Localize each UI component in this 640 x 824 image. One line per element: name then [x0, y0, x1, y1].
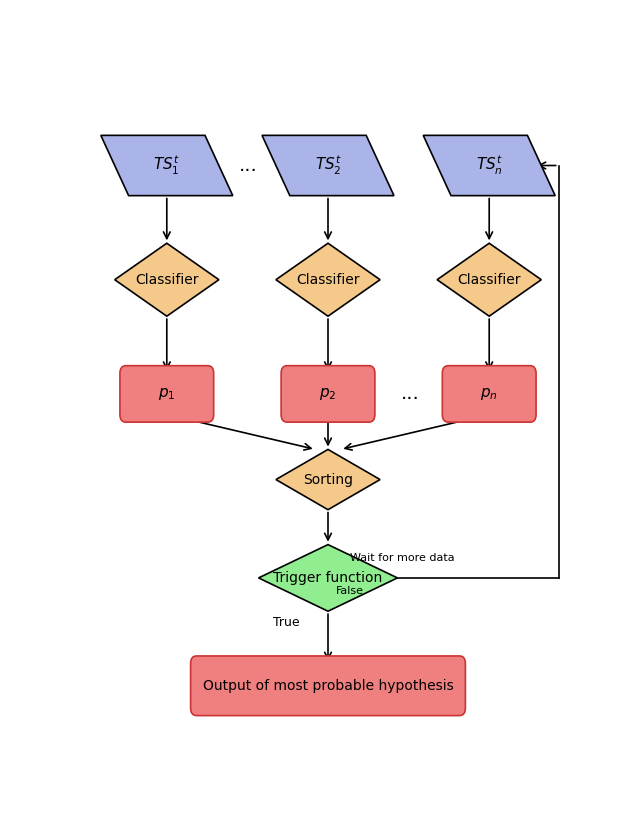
Text: Sorting: Sorting [303, 473, 353, 486]
Polygon shape [101, 135, 233, 195]
Text: Classifier: Classifier [458, 273, 521, 287]
Text: Trigger function: Trigger function [273, 571, 383, 585]
Text: $p_n$: $p_n$ [481, 386, 498, 402]
Polygon shape [423, 135, 555, 195]
Text: Wait for more data: Wait for more data [350, 554, 455, 564]
Polygon shape [276, 243, 380, 316]
Text: $p_1$: $p_1$ [158, 386, 175, 402]
FancyBboxPatch shape [442, 366, 536, 422]
Text: False: False [337, 586, 364, 596]
Text: $TS_2^t$: $TS_2^t$ [315, 154, 341, 177]
Polygon shape [262, 135, 394, 195]
FancyBboxPatch shape [281, 366, 375, 422]
Text: $TS_n^t$: $TS_n^t$ [476, 154, 502, 177]
Text: ...: ... [239, 156, 258, 175]
Polygon shape [276, 449, 380, 510]
Text: ...: ... [401, 385, 419, 404]
Polygon shape [115, 243, 219, 316]
Polygon shape [437, 243, 541, 316]
Text: Classifier: Classifier [135, 273, 198, 287]
FancyBboxPatch shape [191, 656, 465, 715]
FancyBboxPatch shape [120, 366, 214, 422]
Text: $p_2$: $p_2$ [319, 386, 337, 402]
Text: $TS_1^t$: $TS_1^t$ [154, 154, 180, 177]
Text: True: True [273, 616, 299, 629]
Text: Classifier: Classifier [296, 273, 360, 287]
Text: Output of most probable hypothesis: Output of most probable hypothesis [203, 679, 453, 693]
Polygon shape [259, 545, 397, 611]
